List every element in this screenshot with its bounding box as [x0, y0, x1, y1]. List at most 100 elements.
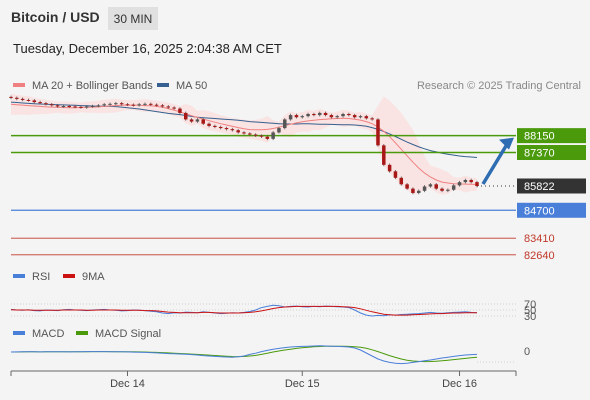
candle-body	[26, 99, 31, 101]
ma20-line	[10, 103, 478, 185]
candle-body	[329, 115, 334, 118]
candle-body	[102, 104, 106, 106]
timeframe-badge[interactable]: 30 MIN	[108, 7, 158, 30]
candle-body	[79, 106, 83, 108]
candle-body	[440, 188, 444, 191]
candle-body	[411, 188, 415, 193]
candle-body	[108, 103, 112, 105]
candle-body	[32, 100, 37, 103]
candle-body	[230, 129, 235, 131]
level-tag-88150	[517, 128, 586, 144]
level-label-88150: 88150	[524, 131, 555, 143]
macd-swatch	[13, 331, 25, 336]
candle-body	[364, 116, 369, 119]
candle-body	[178, 108, 182, 113]
level-label-85822: 85822	[524, 181, 555, 193]
candle-body	[434, 184, 438, 189]
candle-body	[114, 103, 118, 105]
legend-macd-label: MACD	[32, 328, 65, 340]
candle-body	[405, 184, 409, 189]
candle-body	[166, 106, 171, 108]
legend-rsi: RSI	[13, 271, 50, 283]
ma50-line	[10, 101, 478, 158]
legend-macd: MACD	[13, 328, 64, 340]
candle-body	[9, 96, 13, 98]
forecast-arrow-head	[499, 137, 514, 150]
candle-body	[149, 103, 153, 105]
candle-body	[15, 97, 19, 99]
candle-body	[189, 119, 194, 122]
candle-body	[475, 182, 479, 186]
time-axis: Dec 14 Dec 15 Dec 16	[10, 370, 517, 390]
x-tick-label: Dec 15	[285, 378, 320, 390]
candle-body	[469, 179, 473, 183]
rsi-level-label-70: 70	[524, 299, 536, 311]
candle-body	[283, 119, 287, 129]
candle-body	[370, 118, 374, 120]
rsi-ma-swatch	[63, 274, 75, 279]
candle-body	[341, 114, 345, 117]
macd-signal-swatch	[76, 331, 88, 336]
candle-body	[242, 132, 246, 134]
candle-body	[312, 114, 316, 116]
level-label-87370: 87370	[524, 148, 555, 160]
chart-title: Bitcoin / USD	[11, 9, 100, 25]
candle-body	[20, 98, 25, 100]
candle-body	[446, 189, 450, 191]
candle-body	[119, 103, 124, 105]
candle-body	[417, 190, 421, 193]
legend-ma20-label: MA 20 + Bollinger Bands	[32, 80, 153, 92]
candle-body	[154, 104, 159, 106]
candle-body	[90, 105, 95, 107]
candle-body	[294, 115, 299, 118]
macd-signal-line	[11, 345, 478, 363]
level-tag-85822	[517, 178, 586, 194]
level-tag-87370	[517, 145, 586, 161]
moving-average-layer	[10, 101, 478, 185]
rsi-level-label-30: 30	[524, 311, 536, 323]
level-labels-layer: 88150 87370 85822 84700 83410 82640	[517, 128, 586, 262]
candle-body	[248, 133, 252, 135]
macd-panel: 0	[10, 345, 530, 365]
candle-body	[73, 106, 77, 108]
candle-body	[143, 103, 147, 105]
candle-body	[352, 115, 357, 118]
forecast-arrow-layer	[481, 137, 514, 185]
candle-body	[300, 116, 304, 118]
level-tag-84700	[517, 202, 586, 218]
timestamp: Tuesday, December 16, 2025 2:04:38 AM CE…	[13, 41, 282, 56]
candle-body	[207, 123, 211, 126]
legend-rsi-ma-label: 9MA	[82, 271, 105, 283]
legend-rsi-ma: 9MA	[63, 271, 105, 283]
x-tick-label: Dec 14	[110, 378, 145, 390]
candle-body	[399, 177, 404, 185]
legend-ma50-label: MA 50	[176, 80, 208, 92]
candle-body	[61, 105, 66, 107]
candle-body	[44, 103, 48, 105]
rsi-swatch	[13, 274, 25, 279]
legend-macd-signal-label: MACD Signal	[95, 328, 162, 340]
level-lines-layer	[11, 134, 516, 256]
candle-body	[50, 104, 54, 106]
candle-body	[96, 105, 101, 107]
candle-body	[463, 179, 468, 183]
candle-body	[271, 132, 275, 139]
ma50-swatch	[157, 83, 169, 88]
candle-body	[67, 105, 71, 107]
candle-body	[422, 186, 427, 191]
candle-body	[451, 185, 456, 190]
legend-ma20: MA 20 + Bollinger Bands	[13, 80, 153, 92]
candle-body	[195, 119, 200, 122]
bollinger-band-layer	[11, 93, 477, 195]
candle-body	[376, 119, 380, 146]
ma20-swatch	[13, 83, 25, 88]
candle-body	[160, 105, 165, 107]
candle-body	[317, 112, 322, 116]
candle-body	[184, 112, 188, 120]
candle-body	[125, 104, 130, 106]
legend-rsi-label: RSI	[32, 271, 51, 283]
candle-body	[265, 136, 270, 139]
candle-body	[428, 184, 433, 187]
candle-body	[55, 105, 60, 107]
